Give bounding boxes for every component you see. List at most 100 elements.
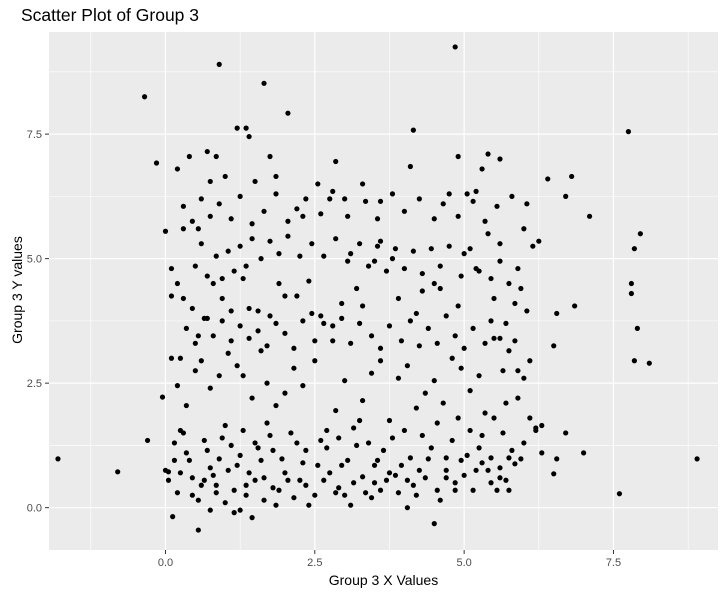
data-point <box>386 417 393 424</box>
data-point <box>371 480 378 486</box>
data-point <box>285 477 291 483</box>
data-point <box>581 450 587 456</box>
data-point <box>628 280 634 287</box>
data-point <box>261 80 267 86</box>
data-point <box>545 176 551 182</box>
data-point <box>216 201 222 207</box>
data-point <box>324 427 330 434</box>
data-point <box>222 422 228 429</box>
data-point <box>461 345 467 351</box>
data-point <box>497 475 503 481</box>
data-point <box>198 482 204 488</box>
data-point <box>368 495 375 501</box>
data-point <box>371 462 378 468</box>
data-point <box>249 221 255 227</box>
data-point <box>509 193 515 199</box>
data-point <box>357 320 363 326</box>
data-point <box>339 300 345 307</box>
data-point <box>303 447 309 453</box>
data-point <box>419 432 425 439</box>
data-point <box>267 313 273 319</box>
data-point <box>174 383 181 389</box>
data-point <box>533 427 539 434</box>
data-point <box>315 181 321 187</box>
data-point <box>485 467 491 473</box>
data-point <box>362 490 369 496</box>
data-point <box>443 475 449 481</box>
data-point <box>407 318 413 324</box>
data-point <box>401 427 408 434</box>
data-point <box>345 457 351 463</box>
data-point <box>425 456 431 462</box>
data-point <box>551 471 557 477</box>
data-point <box>694 456 700 462</box>
data-points <box>55 44 700 533</box>
data-point <box>318 437 324 444</box>
data-point <box>228 338 234 344</box>
data-point <box>312 338 318 344</box>
data-point <box>359 397 366 404</box>
data-point <box>336 485 342 491</box>
data-point <box>252 477 258 483</box>
data-point <box>395 490 402 496</box>
x-tick-label: 5.0 <box>456 557 471 569</box>
data-point <box>204 148 210 155</box>
data-point <box>195 226 201 232</box>
data-point <box>518 456 524 462</box>
data-point <box>300 213 306 219</box>
data-point <box>189 475 195 481</box>
data-point <box>174 280 181 287</box>
data-point <box>434 340 440 346</box>
data-point <box>183 450 189 456</box>
data-point <box>177 470 184 476</box>
data-point <box>389 435 396 441</box>
data-point <box>434 487 440 493</box>
data-point <box>464 452 470 458</box>
data-point <box>428 445 434 451</box>
data-point <box>171 457 178 463</box>
data-point <box>413 492 419 498</box>
data-point <box>192 263 198 269</box>
data-point <box>401 265 408 272</box>
data-point <box>422 475 428 481</box>
data-point <box>327 196 333 202</box>
data-point <box>330 323 336 329</box>
data-point <box>231 487 237 493</box>
data-point <box>569 173 575 180</box>
data-point <box>482 218 488 224</box>
data-point <box>482 340 488 346</box>
data-point <box>515 395 521 401</box>
data-point <box>204 273 210 279</box>
data-point <box>491 415 497 421</box>
data-point <box>404 363 410 369</box>
data-point <box>210 472 216 478</box>
data-point <box>359 474 366 480</box>
data-point <box>351 480 357 486</box>
x-axis-label: Group 3 X Values <box>328 572 439 588</box>
data-point <box>416 196 422 202</box>
data-point <box>404 477 410 483</box>
data-point <box>210 280 216 287</box>
data-point <box>392 472 399 478</box>
data-point <box>207 385 213 391</box>
data-point <box>216 456 222 462</box>
data-point <box>500 430 506 436</box>
data-point <box>180 203 186 209</box>
data-point <box>503 320 509 326</box>
data-point <box>159 394 166 400</box>
data-point <box>467 246 473 252</box>
data-point <box>527 358 533 364</box>
data-point <box>455 303 461 309</box>
data-point <box>452 333 458 339</box>
data-point <box>273 191 279 197</box>
x-tick-label: 7.5 <box>606 557 621 569</box>
data-point <box>234 462 240 468</box>
data-point <box>153 160 160 166</box>
data-point <box>330 188 336 194</box>
data-point <box>646 360 652 366</box>
data-point <box>515 368 521 374</box>
data-point <box>249 395 255 401</box>
data-point <box>371 258 378 264</box>
data-point <box>407 455 413 461</box>
data-point <box>189 492 195 498</box>
